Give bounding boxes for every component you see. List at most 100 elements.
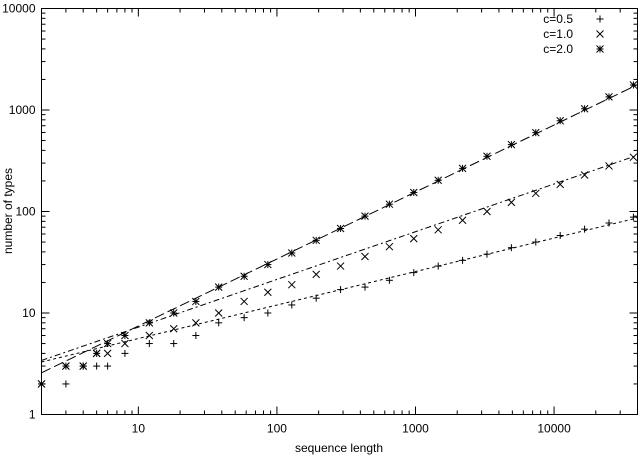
data-point — [605, 93, 613, 101]
data-point — [37, 380, 46, 388]
plot-frame — [41, 8, 638, 415]
data-point — [483, 207, 491, 216]
legend-label: c=2.0 — [543, 42, 573, 56]
marker-stroke — [580, 171, 589, 179]
data-point — [62, 380, 70, 388]
marker-stroke — [240, 297, 249, 306]
data-point — [214, 283, 223, 291]
marker-stroke — [263, 288, 272, 297]
data-point — [145, 318, 154, 327]
marker-stroke — [192, 318, 200, 327]
y-tick-label: 1 — [29, 408, 36, 422]
marker-stroke — [580, 104, 589, 113]
data-point — [263, 288, 272, 297]
marker-stroke — [336, 262, 345, 270]
marker-stroke — [287, 280, 296, 289]
data-point — [605, 162, 613, 170]
data-point — [580, 171, 589, 179]
x-tick-label: 1000 — [402, 422, 429, 436]
data-point — [121, 349, 129, 357]
legend-label: c=0.5 — [543, 12, 573, 26]
data-point — [507, 198, 516, 207]
marker-stroke — [263, 260, 272, 269]
marker-stroke — [287, 249, 296, 257]
data-point — [483, 152, 491, 161]
data-point — [192, 297, 200, 306]
data-point — [385, 242, 394, 251]
data-point — [240, 272, 249, 281]
x-tick-label: 100 — [267, 422, 287, 436]
marker-stroke — [556, 180, 565, 189]
marker-stroke — [192, 297, 200, 306]
data-point — [385, 276, 393, 284]
x-tick-label: 10 — [132, 422, 146, 436]
data-point — [62, 362, 70, 370]
legend-label: c=1.0 — [543, 27, 573, 41]
marker-stroke — [121, 331, 129, 340]
data-point — [361, 212, 369, 220]
marker-stroke — [336, 224, 345, 233]
marker-stroke — [483, 207, 491, 216]
data-point — [145, 340, 153, 348]
data-point — [337, 286, 345, 294]
marker-stroke — [169, 324, 178, 333]
marker-stroke — [169, 309, 178, 317]
marker-stroke — [103, 339, 112, 348]
data-point — [385, 200, 394, 209]
data-point — [104, 362, 112, 370]
x-tick-labels: 10 100 1000 10000 — [132, 422, 571, 436]
y-tick-labels: 1 10 100 1000 10000 — [2, 2, 36, 422]
marker-stroke — [629, 81, 638, 89]
marker-stroke — [92, 349, 101, 358]
data-point — [192, 332, 200, 340]
data-point — [336, 224, 345, 233]
data-point — [531, 128, 540, 137]
data-point — [312, 270, 321, 279]
data-point — [121, 339, 129, 348]
data-point — [121, 331, 129, 340]
marker-stroke — [596, 30, 604, 38]
data-point — [458, 216, 467, 225]
marker-stroke — [531, 128, 540, 137]
data-point — [532, 238, 540, 246]
data-point — [93, 362, 101, 370]
y-tick-label: 10 — [22, 306, 36, 320]
marker-stroke — [145, 318, 154, 327]
data-point — [507, 140, 516, 149]
marker-stroke — [507, 140, 516, 149]
data-point — [240, 314, 248, 322]
marker-stroke — [483, 152, 491, 161]
marker-stroke — [434, 176, 443, 185]
y-axis-label: number of types — [1, 168, 15, 254]
data-point — [629, 213, 637, 221]
y-tick-label: 10000 — [2, 2, 36, 16]
marker-stroke — [605, 93, 613, 101]
data-point — [458, 164, 467, 173]
data-point — [410, 269, 418, 277]
data-point — [556, 232, 564, 240]
data-point — [92, 349, 101, 358]
data-point — [556, 116, 565, 125]
data-point — [312, 294, 320, 302]
marker-stroke — [458, 164, 467, 173]
data-point — [596, 15, 604, 23]
x-axis-label: sequence length — [295, 441, 383, 455]
data-point — [556, 180, 565, 189]
data-point — [434, 176, 443, 185]
data-point — [361, 252, 369, 261]
data-point — [287, 280, 296, 289]
data-point — [629, 153, 638, 162]
marker-stroke — [240, 272, 249, 281]
data-point — [531, 189, 540, 198]
data-point — [336, 262, 345, 270]
data-point — [434, 225, 443, 234]
data-point — [240, 297, 249, 306]
marker-stroke — [409, 234, 418, 243]
marker-stroke — [629, 153, 638, 162]
data-point — [312, 236, 321, 245]
marker-stroke — [103, 349, 112, 358]
marker-stroke — [361, 252, 369, 261]
data-markers — [37, 81, 638, 388]
data-point — [103, 339, 112, 348]
